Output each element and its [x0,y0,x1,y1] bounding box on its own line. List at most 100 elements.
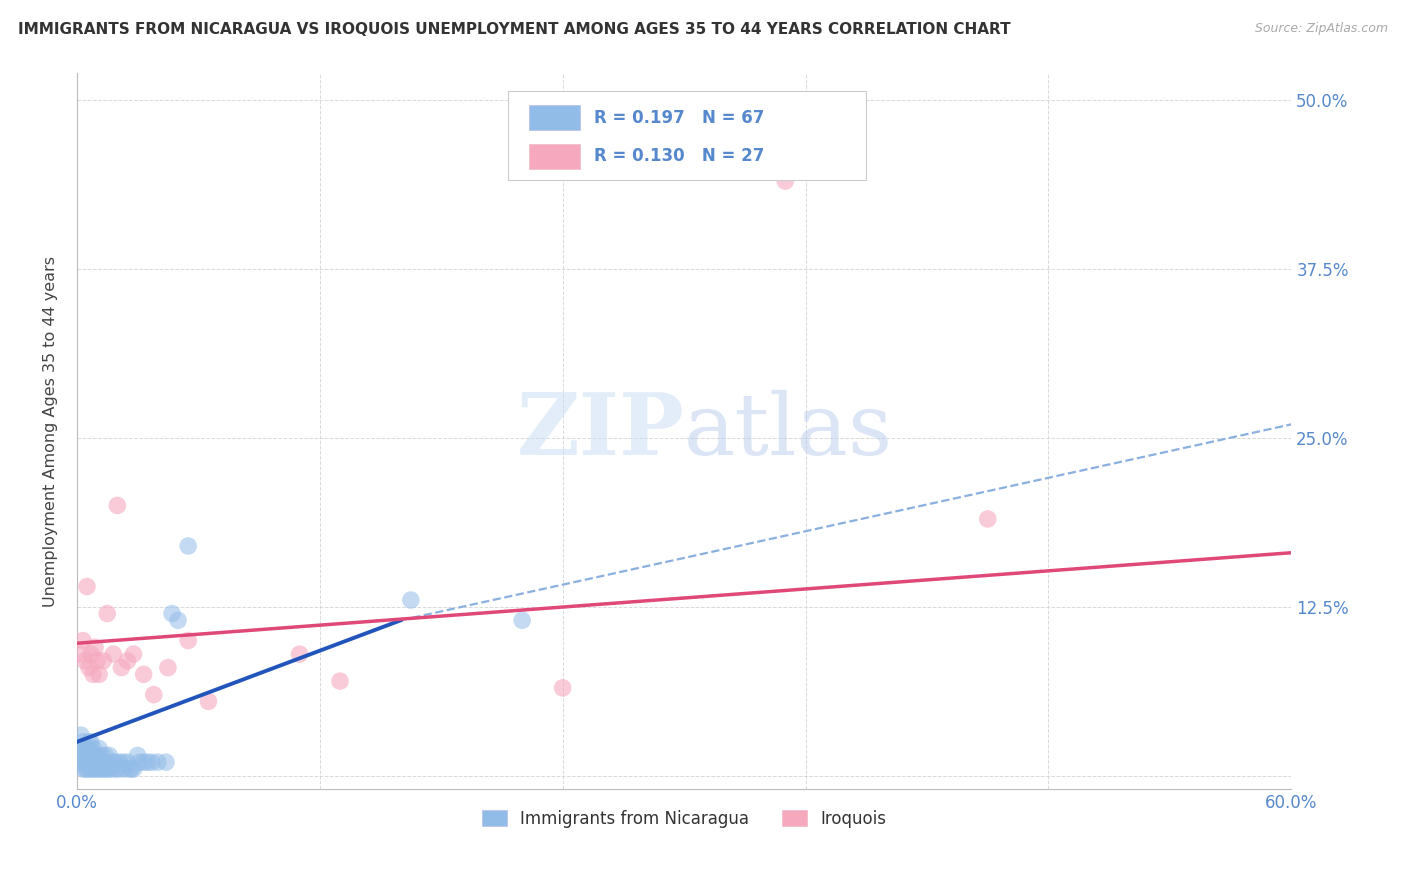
Point [84,762,107,776]
Point [96,762,118,776]
Point [82,762,104,776]
Point [89,762,111,776]
Point [82,755,104,769]
Point [89,755,111,769]
Point [128,755,150,769]
Point [103,647,125,661]
Point [77,755,100,769]
Point [117,654,139,668]
Point [90,748,112,763]
Point [77,735,100,749]
Point [127,748,149,763]
Point [77,762,100,776]
Text: IMMIGRANTS FROM NICARAGUA VS IROQUOIS UNEMPLOYMENT AMONG AGES 35 TO 44 YEARS COR: IMMIGRANTS FROM NICARAGUA VS IROQUOIS UN… [18,22,1011,37]
Text: Source: ZipAtlas.com: Source: ZipAtlas.com [1254,22,1388,36]
Point [110,762,132,776]
Point [510,613,533,627]
FancyBboxPatch shape [529,105,579,130]
Point [160,607,183,621]
Point [118,762,141,776]
Text: R = 0.197   N = 67: R = 0.197 N = 67 [595,109,765,127]
Point [70,647,93,661]
Point [70,755,93,769]
Point [155,755,177,769]
Point [80,748,103,763]
Point [91,654,114,668]
Text: ZIP: ZIP [516,389,685,473]
Point [67,741,90,756]
Point [141,755,163,769]
Point [105,762,128,776]
Point [977,512,1000,526]
Point [288,647,311,661]
Point [82,667,104,681]
Point [76,580,98,594]
Point [132,667,155,681]
Point [104,762,127,776]
Point [399,593,422,607]
FancyBboxPatch shape [508,91,866,180]
Point [96,755,118,769]
Point [91,755,114,769]
Point [73,755,96,769]
Point [80,735,103,749]
Point [132,755,155,769]
Point [86,755,108,769]
Point [112,755,135,769]
Point [73,741,96,756]
Y-axis label: Unemployment Among Ages 35 to 44 years: Unemployment Among Ages 35 to 44 years [44,256,58,607]
Point [80,647,103,661]
Point [82,741,104,756]
Point [76,741,98,756]
Point [105,499,128,513]
Point [72,762,94,776]
Point [551,681,574,695]
Point [84,748,107,763]
Point [167,613,190,627]
Point [142,688,165,702]
Point [89,667,111,681]
Point [70,728,93,742]
Point [114,762,136,776]
Point [329,674,352,689]
Point [100,762,122,776]
Point [177,539,200,553]
Point [136,755,159,769]
Point [122,647,145,661]
Point [146,755,169,769]
Point [104,755,127,769]
Point [86,762,108,776]
Point [103,755,125,769]
Point [94,748,117,763]
Legend: Immigrants from Nicaragua, Iroquois: Immigrants from Nicaragua, Iroquois [475,804,893,835]
Point [98,748,121,763]
Text: R = 0.130   N = 27: R = 0.130 N = 27 [595,147,765,165]
Point [86,748,108,763]
Point [84,755,107,769]
Point [122,762,145,776]
Point [77,741,100,756]
Point [86,654,108,668]
Point [76,762,98,776]
Point [72,748,94,763]
Point [73,654,96,668]
Point [84,640,107,655]
Point [72,735,94,749]
Point [121,762,143,776]
Point [76,755,98,769]
Point [94,762,117,776]
Point [197,694,219,708]
Point [77,660,100,674]
Text: atlas: atlas [685,390,893,473]
FancyBboxPatch shape [529,144,579,169]
Point [177,633,200,648]
Point [117,755,139,769]
Point [90,762,112,776]
Point [96,607,118,621]
Point [91,762,114,776]
Point [98,762,121,776]
Point [76,748,98,763]
Point [110,660,132,674]
Point [80,762,103,776]
Point [73,762,96,776]
